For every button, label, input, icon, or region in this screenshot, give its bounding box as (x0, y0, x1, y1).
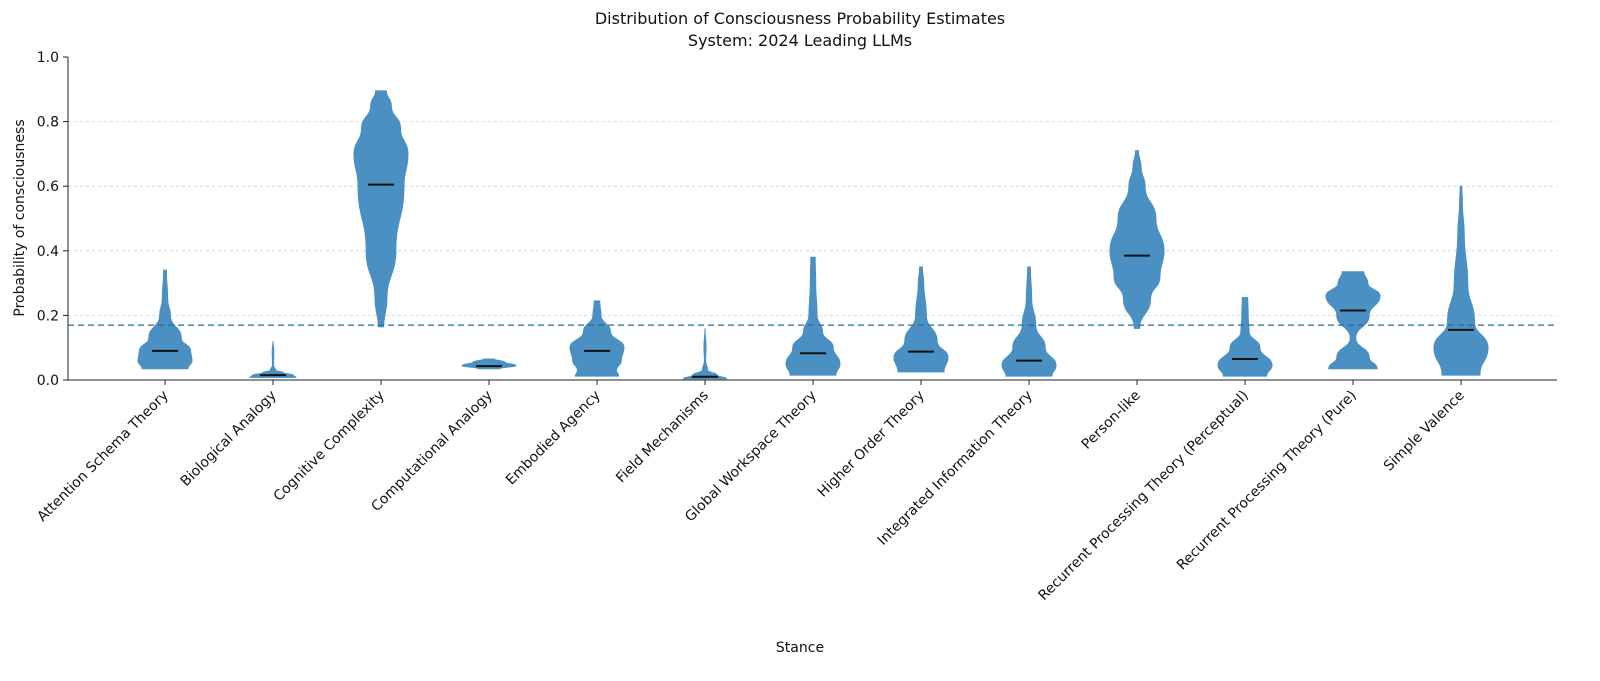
y-axis-label: Probability of consciousness (12, 119, 28, 316)
x-tick-label: Attention Schema Theory (34, 388, 171, 525)
violin-9 (1109, 150, 1165, 329)
x-tick-label: Simple Valence (1381, 388, 1468, 475)
y-tick-label: 0.0 (37, 373, 59, 389)
violin-0 (137, 269, 193, 370)
x-tick-label: Person-like (1079, 388, 1144, 453)
x-tick-label: Field Mechanisms (613, 388, 712, 487)
chart-title: Distribution of Consciousness Probabilit… (595, 9, 1005, 28)
x-tick-label: Embodied Agency (503, 388, 604, 489)
x-tick-label: Biological Analogy (178, 388, 280, 490)
y-tick-label: 0.4 (37, 244, 59, 260)
y-tick-label: 1.0 (37, 50, 59, 66)
violin-5 (682, 327, 728, 380)
x-tick-label: Cognitive Complexity (271, 388, 388, 505)
violin-8 (1001, 266, 1057, 377)
chart-subtitle: System: 2024 Leading LLMs (688, 31, 912, 50)
x-tick-label: Recurrent Processing Theory (Perceptual) (1035, 388, 1251, 604)
x-tick-label: Higher Order Theory (815, 388, 928, 501)
x-tick-label: Recurrent Processing Theory (Pure) (1174, 388, 1360, 574)
violin-12 (1433, 185, 1489, 376)
y-tick-label: 0.6 (37, 179, 59, 195)
y-tick-label: 0.8 (37, 115, 59, 131)
violin-4 (569, 300, 625, 377)
violin-11 (1325, 271, 1381, 370)
violin-3 (461, 358, 517, 370)
violin-10 (1217, 297, 1273, 377)
x-tick-label: Global Workspace Theory (682, 388, 820, 526)
violin-2 (353, 90, 409, 328)
x-axis-label: Stance (776, 640, 824, 656)
violin-1 (249, 341, 297, 378)
violin-6 (785, 256, 841, 376)
violin-7 (893, 266, 949, 373)
x-tick-label: Computational Analogy (368, 388, 495, 515)
y-tick-label: 0.2 (37, 308, 59, 324)
